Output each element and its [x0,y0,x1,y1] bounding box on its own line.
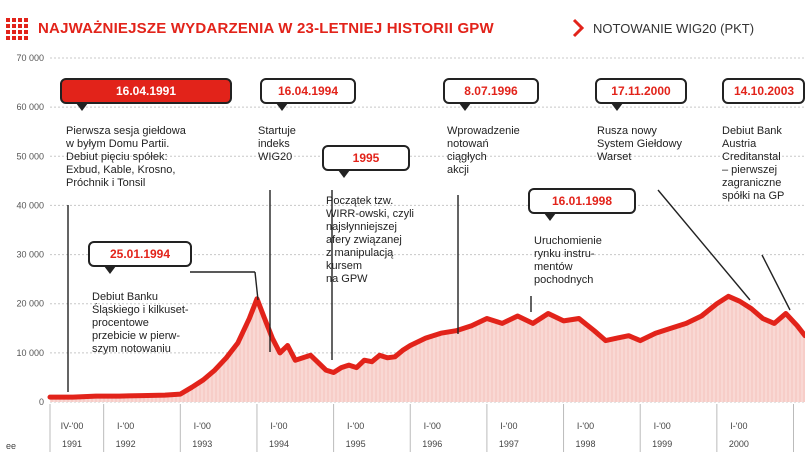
x-tick-month: I-'00 [194,421,211,431]
annotation-line: Creditanstal [722,151,781,163]
callout-16-01-1998: 16.01.1998 [528,188,636,221]
wig20-series-line [47,293,805,400]
x-tick-year: 2000 [729,439,749,449]
x-tick-month: IV-'00 [61,421,84,431]
leader-2003 [761,254,791,311]
x-tick-month: I-'00 [424,421,441,431]
annotation-line: zagraniczne [722,177,782,189]
x-tick-month: I-'00 [654,421,671,431]
annotation-line: Startuje [258,125,296,137]
annotation-line: z manipulacją [326,247,394,259]
annotation-line: najsłynniejszej [326,221,397,233]
chart-title: NAJWAŻNIEJSZE WYDARZENIA W 23-LETNIEJ HI… [38,20,494,37]
annotation-line: akcji [447,164,470,176]
annotation-text-1995: Początek tzw. WIRR-owski, czyli najsłynn… [326,195,414,286]
y-tick-label: 30 000 [16,250,44,260]
annotation-line: WIG20 [258,151,293,163]
x-tick-year: 1995 [346,439,366,449]
annotation-line: – pierwszej [722,164,778,176]
footer-mark: ee [6,441,16,451]
annotation-line: przebicie w pierw- [92,330,181,342]
annotation-line: Debiut Banku [92,291,159,303]
annotation-line: rynku instru- [534,248,595,260]
x-tick-year: 1997 [499,439,519,449]
annotation-line: Wprowadzenie [447,125,520,137]
annotation-line: Uruchomienie [534,235,602,247]
annotation-line: mentów [534,261,573,273]
annotation-line: indeks [258,138,290,150]
header: NAJWAŻNIEJSZE WYDARZENIA W 23-LETNIEJ HI… [0,0,805,50]
annotation-line: WIRR-owski, czyli [326,208,414,220]
chart-grid-icon [6,18,28,40]
annotation-text-1998: Uruchomienie rynku instru- mentów pochod… [534,235,602,287]
annotation-line: Debiut Bank [722,125,782,137]
x-tick-month: I-'00 [270,421,287,431]
x-tick-year: 1998 [576,439,596,449]
annotation-text-1994-jan: Debiut Banku Śląskiego i kilkuset- proce… [92,291,189,356]
leader-1994-jan-v [254,271,259,301]
y-tick-label: 20 000 [16,299,44,309]
x-tick-month: I-'00 [730,421,747,431]
y-tick-label: 10 000 [16,348,44,358]
annotation-line: procentowe [92,317,149,329]
y-tick-label: 60 000 [16,102,44,112]
y-tick-label: 70 000 [16,53,44,63]
annotation-leader-lines [67,189,791,392]
annotation-line: Warset [597,151,632,163]
callout-14-10-2003: 14.10.2003 [722,78,805,104]
annotation-line: w byłym Domu Partii. [66,138,170,150]
x-tick-month: I-'00 [117,421,134,431]
x-tick-year: 1991 [62,439,82,449]
y-tick-labels: 0 10 000 20 000 30 000 40 000 50 000 60 000 70 … [16,53,44,407]
chevron-right-icon [572,18,585,38]
annotation-line: afery związanej [326,234,402,246]
annotation-line: Rusza nowy [597,125,657,137]
annotation-text-2000: Rusza nowy System Giełdowy Warset [597,125,682,164]
annotation-line: Początek tzw. [326,195,394,207]
x-tick-month: I-'00 [577,421,594,431]
callout-8-07-1996: 8.07.1996 [443,78,539,111]
x-tick-year: 1996 [422,439,442,449]
callout-25-01-1994: 25.01.1994 [88,241,192,274]
annotation-line: notowań [447,138,489,150]
annotation-text-2003: Debiut Bank Austria Creditanstal – pierw… [722,125,805,203]
wig20-area [50,296,805,402]
x-tick-year: 1994 [269,439,289,449]
annotation-text-1994-apr: Startuje indeks WIG20 [258,125,296,164]
annotation-text-1991: Pierwsza sesja giełdowa w byłym Domu Par… [66,125,186,190]
x-tick-year: 1999 [652,439,672,449]
annotation-line: szym notowaniu [92,343,171,355]
y-tick-label: 40 000 [16,200,44,210]
y-tick-label: 50 000 [16,151,44,161]
annotation-text-1996: Wprowadzenie notowań ciągłych akcji [447,125,520,177]
annotation-line: kursem [326,260,363,272]
annotation-line: Austria [722,138,757,150]
annotation-line: Próchnik i Tonsil [66,177,146,189]
annotation-line: System Giełdowy [597,138,682,150]
callout-17-11-2000: 17.11.2000 [595,78,687,111]
y-tick-label: 0 [39,397,44,407]
annotation-line: Exbud, Kable, Krosno, [66,164,176,176]
callout-16-04-1994: 16.04.1994 [260,78,356,111]
x-tick-labels: IV-'00 1991 I-'00 1992 I-'00 1993 I-'00 1994 I-'… [49,404,795,452]
callout-16-04-1991: 16.04.1991 [60,78,232,111]
annotation-line: Debiut pięciu spółek: [66,151,168,163]
x-tick-year: 1993 [192,439,212,449]
x-tick-month: I-'00 [500,421,517,431]
annotation-line: ciągłych [447,151,487,163]
x-tick-month: I-'00 [347,421,364,431]
annotation-line: Pierwsza sesja giełdowa [66,125,186,137]
annotation-line: pochodnych [534,274,594,286]
callout-1995: 1995 [322,145,410,178]
annotation-line: spółki na GP [722,190,785,202]
leader-2000 [657,189,751,301]
chart-subtitle: NOTOWANIE WIG20 (PKT) [593,21,755,36]
x-tick-year: 1992 [116,439,136,449]
annotation-line: Śląskiego i kilkuset- [92,304,189,316]
annotation-line: na GPW [326,273,368,285]
